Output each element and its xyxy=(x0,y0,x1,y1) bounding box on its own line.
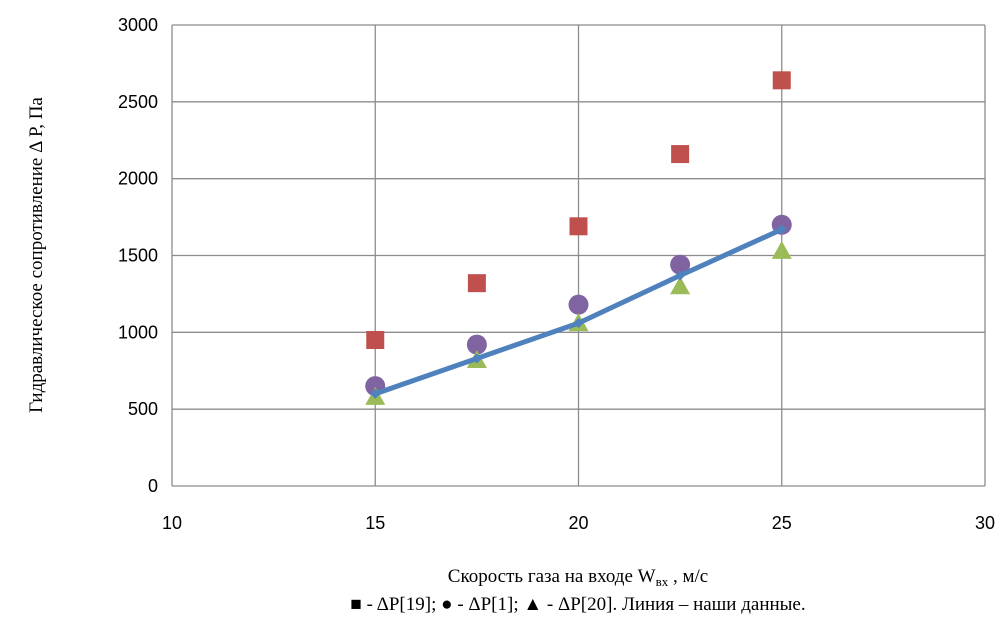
circle-marker xyxy=(670,254,691,275)
square-marker xyxy=(671,145,690,164)
line-point xyxy=(776,224,787,235)
square-marker xyxy=(772,71,791,90)
chart-caption: ■ - ΔP[19]; ● - ΔP[1]; ▲ - ΔP[20]. Линия… xyxy=(350,594,805,615)
square-marker xyxy=(366,331,385,350)
y-tick-labels: 0 500 1000 1500 2000 2500 3000 xyxy=(118,15,158,496)
circle-marker xyxy=(466,334,487,355)
x-axis-label-main: Скорость газа на входе W xyxy=(448,566,656,587)
square-marker xyxy=(569,217,588,236)
y-tick-label: 2500 xyxy=(118,92,158,112)
x-tick-label: 15 xyxy=(365,513,385,533)
y-tick-label: 500 xyxy=(128,399,158,419)
y-axis-label: Гидравлическое сопротивление Δ Р, Па xyxy=(26,97,47,413)
y-tick-label: 1500 xyxy=(118,246,158,266)
x-tick-label: 30 xyxy=(975,513,995,533)
x-axis-label-unit: , м/с xyxy=(668,566,708,587)
y-tick-label: 0 xyxy=(148,476,158,496)
x-axis-label-subscript: вх xyxy=(656,574,669,589)
line-point xyxy=(370,388,381,399)
triangle-marker xyxy=(771,240,792,259)
x-tick-label: 10 xyxy=(162,513,182,533)
triangle-marker xyxy=(670,276,691,295)
y-tick-label: 1000 xyxy=(118,322,158,342)
x-tick-labels: 10 15 20 25 30 xyxy=(162,513,995,533)
y-tick-label: 3000 xyxy=(118,15,158,35)
line-point xyxy=(675,270,686,281)
line-point xyxy=(471,353,482,364)
y-tick-label: 2000 xyxy=(118,169,158,189)
square-marker xyxy=(467,274,486,293)
grid xyxy=(171,24,986,487)
x-axis-label: Скорость газа на входе Wвх , м/с xyxy=(448,566,708,589)
x-tick-label: 20 xyxy=(568,513,588,533)
circle-marker xyxy=(568,294,589,315)
x-tick-label: 25 xyxy=(772,513,792,533)
plot-series xyxy=(365,71,792,405)
line-point xyxy=(573,318,584,329)
